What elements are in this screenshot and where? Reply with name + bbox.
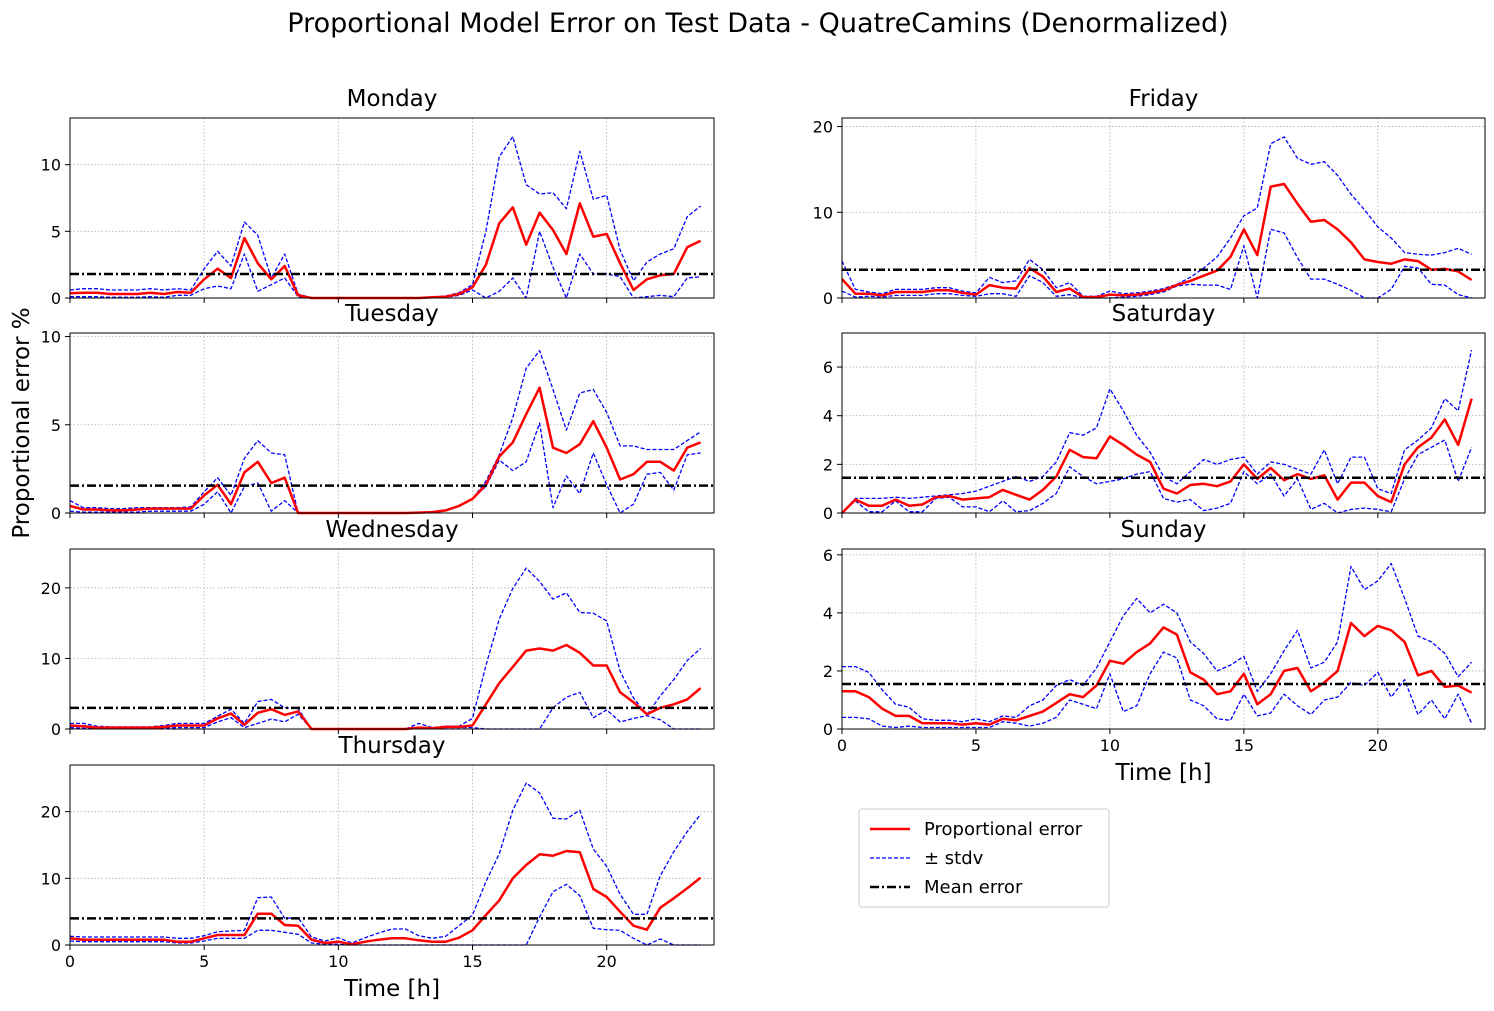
x-tick-label: 0: [65, 952, 75, 971]
legend-label-error: Proportional error: [924, 819, 1083, 840]
panel-friday: Friday 0 10 20: [813, 86, 1486, 308]
legend-label-stdv: ± stdv: [924, 848, 984, 869]
panel-tuesday: Tuesday 0 5 10: [41, 301, 715, 523]
panel-frame-saturday: [841, 332, 1486, 514]
y-tick-label: 20: [41, 579, 61, 598]
y-tick-label: 0: [823, 504, 833, 523]
figure-title: Proportional Model Error on Test Data - …: [287, 8, 1228, 39]
panel-frame-monday: [69, 117, 715, 299]
panels: Monday0510Tuesday0510Wednesday01020Thurs…: [41, 86, 1486, 1002]
x-tick-label: 10: [328, 952, 348, 971]
stdv-upper-line-sunday: [842, 562, 1473, 723]
panel-frame-thursday: [69, 764, 715, 946]
panel-thursday: Thursday 0 10 20 0 5 10 15 20 Time [h]: [41, 733, 715, 1002]
error-line-tuesday: [69, 386, 702, 515]
panel-title-tuesday: Tuesday: [344, 301, 439, 327]
stdv-upper-line-tuesday: [69, 349, 701, 514]
y-tick-label: 10: [41, 328, 61, 347]
y-tick-label: 4: [823, 604, 833, 623]
x-tick-label: 15: [462, 952, 482, 971]
y-tick-label: 2: [823, 455, 833, 474]
error-line-thursday: [69, 849, 702, 946]
stdv-lower-line-tuesday: [69, 422, 701, 514]
stdv-upper-line-friday: [841, 136, 1472, 297]
legend-frame: [858, 808, 1110, 908]
y-tick-label: 0: [51, 504, 61, 523]
error-line-wednesday: [69, 643, 702, 731]
y-tick-label: 10: [41, 869, 61, 888]
y-tick-label: 20: [41, 803, 61, 822]
panel-title-friday: Friday: [1129, 86, 1199, 112]
y-tick-label: 0: [51, 936, 61, 955]
y-tick-label: 0: [823, 289, 833, 308]
stdv-lower-line-sunday: [842, 651, 1473, 729]
stdv-upper-line-monday: [69, 136, 702, 299]
y-tick-label: 20: [813, 118, 833, 137]
panel-frame-sunday: [841, 548, 1486, 730]
stdv-lower-line-friday: [841, 228, 1472, 299]
legend: Proportional error ± stdv Mean error: [858, 808, 1110, 908]
panel-wednesday: Wednesday 0 10 20: [41, 517, 715, 739]
y-tick-label: 0: [51, 720, 61, 739]
stdv-upper-line-thursday: [69, 782, 702, 944]
panel-frame-wednesday: [69, 548, 715, 730]
panel-title-sunday: Sunday: [1120, 517, 1206, 543]
error-line-monday: [69, 202, 702, 300]
y-tick-label: 5: [51, 222, 61, 241]
stdv-lower-line-thursday: [69, 883, 701, 946]
x-tick-label: 5: [971, 736, 981, 755]
y-tick-label: 5: [51, 416, 61, 435]
x-tick-label: 20: [1368, 736, 1388, 755]
panel-title-wednesday: Wednesday: [325, 517, 458, 543]
panel-saturday: Saturday 0 2 4 6: [823, 301, 1486, 523]
legend-label-mean: Mean error: [924, 877, 1023, 898]
y-tick-label: 10: [813, 203, 833, 222]
panel-frame-friday: [841, 117, 1486, 299]
x-tick-label: 10: [1100, 736, 1120, 755]
x-tick-label: 5: [199, 952, 209, 971]
y-tick-label: 4: [823, 407, 833, 426]
x-tick-label: 20: [596, 952, 616, 971]
y-tick-label: 10: [41, 156, 61, 175]
panel-title-saturday: Saturday: [1112, 301, 1216, 327]
y-axis-label: Proportional error %: [9, 307, 35, 538]
stdv-upper-line-saturday: [841, 349, 1473, 514]
y-tick-label: 0: [51, 289, 61, 308]
y-tick-label: 10: [41, 649, 61, 668]
y-tick-label: 0: [823, 720, 833, 739]
x-tick-label: 15: [1234, 736, 1254, 755]
panel-title-thursday: Thursday: [338, 733, 446, 759]
stdv-lower-line-monday: [70, 230, 701, 299]
y-tick-label: 2: [823, 662, 833, 681]
x-axis-label-thursday: Time [h]: [343, 976, 440, 1002]
panel-monday: Monday 0 5 10: [41, 86, 715, 308]
x-axis-label-sunday: Time [h]: [1114, 760, 1211, 786]
error-line-sunday: [842, 621, 1473, 726]
error-line-friday: [841, 182, 1473, 299]
panel-frame-tuesday: [69, 332, 715, 514]
y-tick-label: 6: [823, 358, 833, 377]
stdv-upper-line-wednesday: [70, 567, 702, 730]
panel-sunday: Sunday 0 2 4 6 0 5 10 15 20 Time [h]: [823, 517, 1486, 786]
error-line-saturday: [841, 398, 1473, 514]
stdv-lower-line-wednesday: [69, 691, 701, 730]
panel-title-monday: Monday: [347, 86, 438, 112]
y-tick-label: 6: [823, 546, 833, 565]
x-tick-label: 0: [837, 736, 847, 755]
